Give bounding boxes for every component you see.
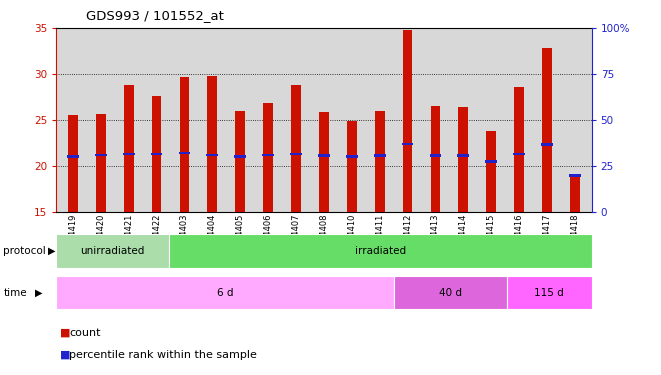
Bar <box>346 155 358 158</box>
Bar <box>395 276 507 309</box>
Bar <box>542 48 552 212</box>
Bar <box>291 85 301 212</box>
Bar <box>290 153 302 155</box>
Bar <box>235 111 245 212</box>
Text: 6 d: 6 d <box>217 288 233 297</box>
Bar <box>513 153 525 155</box>
Bar <box>169 234 592 268</box>
Bar <box>151 153 163 155</box>
Bar <box>124 85 134 212</box>
Bar <box>56 234 169 268</box>
Text: percentile rank within the sample: percentile rank within the sample <box>69 350 257 360</box>
Bar <box>569 174 581 177</box>
Bar <box>430 106 440 212</box>
Bar <box>507 276 592 309</box>
Bar <box>514 87 524 212</box>
Bar <box>541 143 553 146</box>
Text: protocol: protocol <box>3 246 46 256</box>
Bar <box>486 131 496 212</box>
Bar <box>374 154 385 157</box>
Bar <box>319 112 329 212</box>
Bar <box>95 153 106 156</box>
Bar <box>206 153 218 156</box>
Bar <box>430 154 442 157</box>
Text: ■: ■ <box>59 327 70 338</box>
Bar <box>96 114 106 212</box>
Bar <box>123 153 135 155</box>
Bar <box>318 154 330 157</box>
Bar <box>208 76 217 212</box>
Text: ▶: ▶ <box>48 246 55 256</box>
Bar <box>180 77 189 212</box>
Bar <box>178 152 190 154</box>
Text: ▶: ▶ <box>35 288 42 297</box>
Text: time: time <box>3 288 27 297</box>
Text: ■: ■ <box>59 350 70 360</box>
Text: unirradiated: unirradiated <box>81 246 145 256</box>
Text: 40 d: 40 d <box>439 288 462 297</box>
Bar <box>375 111 385 212</box>
Bar <box>235 155 246 158</box>
Text: irradiated: irradiated <box>355 246 406 256</box>
Bar <box>151 96 161 212</box>
Text: 115 d: 115 d <box>535 288 564 297</box>
Bar <box>485 160 497 163</box>
Text: GDS993 / 101552_at: GDS993 / 101552_at <box>86 9 224 22</box>
Bar <box>68 116 78 212</box>
Bar <box>262 153 274 156</box>
Bar <box>56 276 395 309</box>
Text: count: count <box>69 327 101 338</box>
Bar <box>457 154 469 157</box>
Bar <box>403 30 412 212</box>
Bar <box>263 104 273 212</box>
Bar <box>347 121 357 212</box>
Bar <box>402 142 413 145</box>
Bar <box>570 177 580 212</box>
Bar <box>67 155 79 158</box>
Bar <box>459 107 468 212</box>
